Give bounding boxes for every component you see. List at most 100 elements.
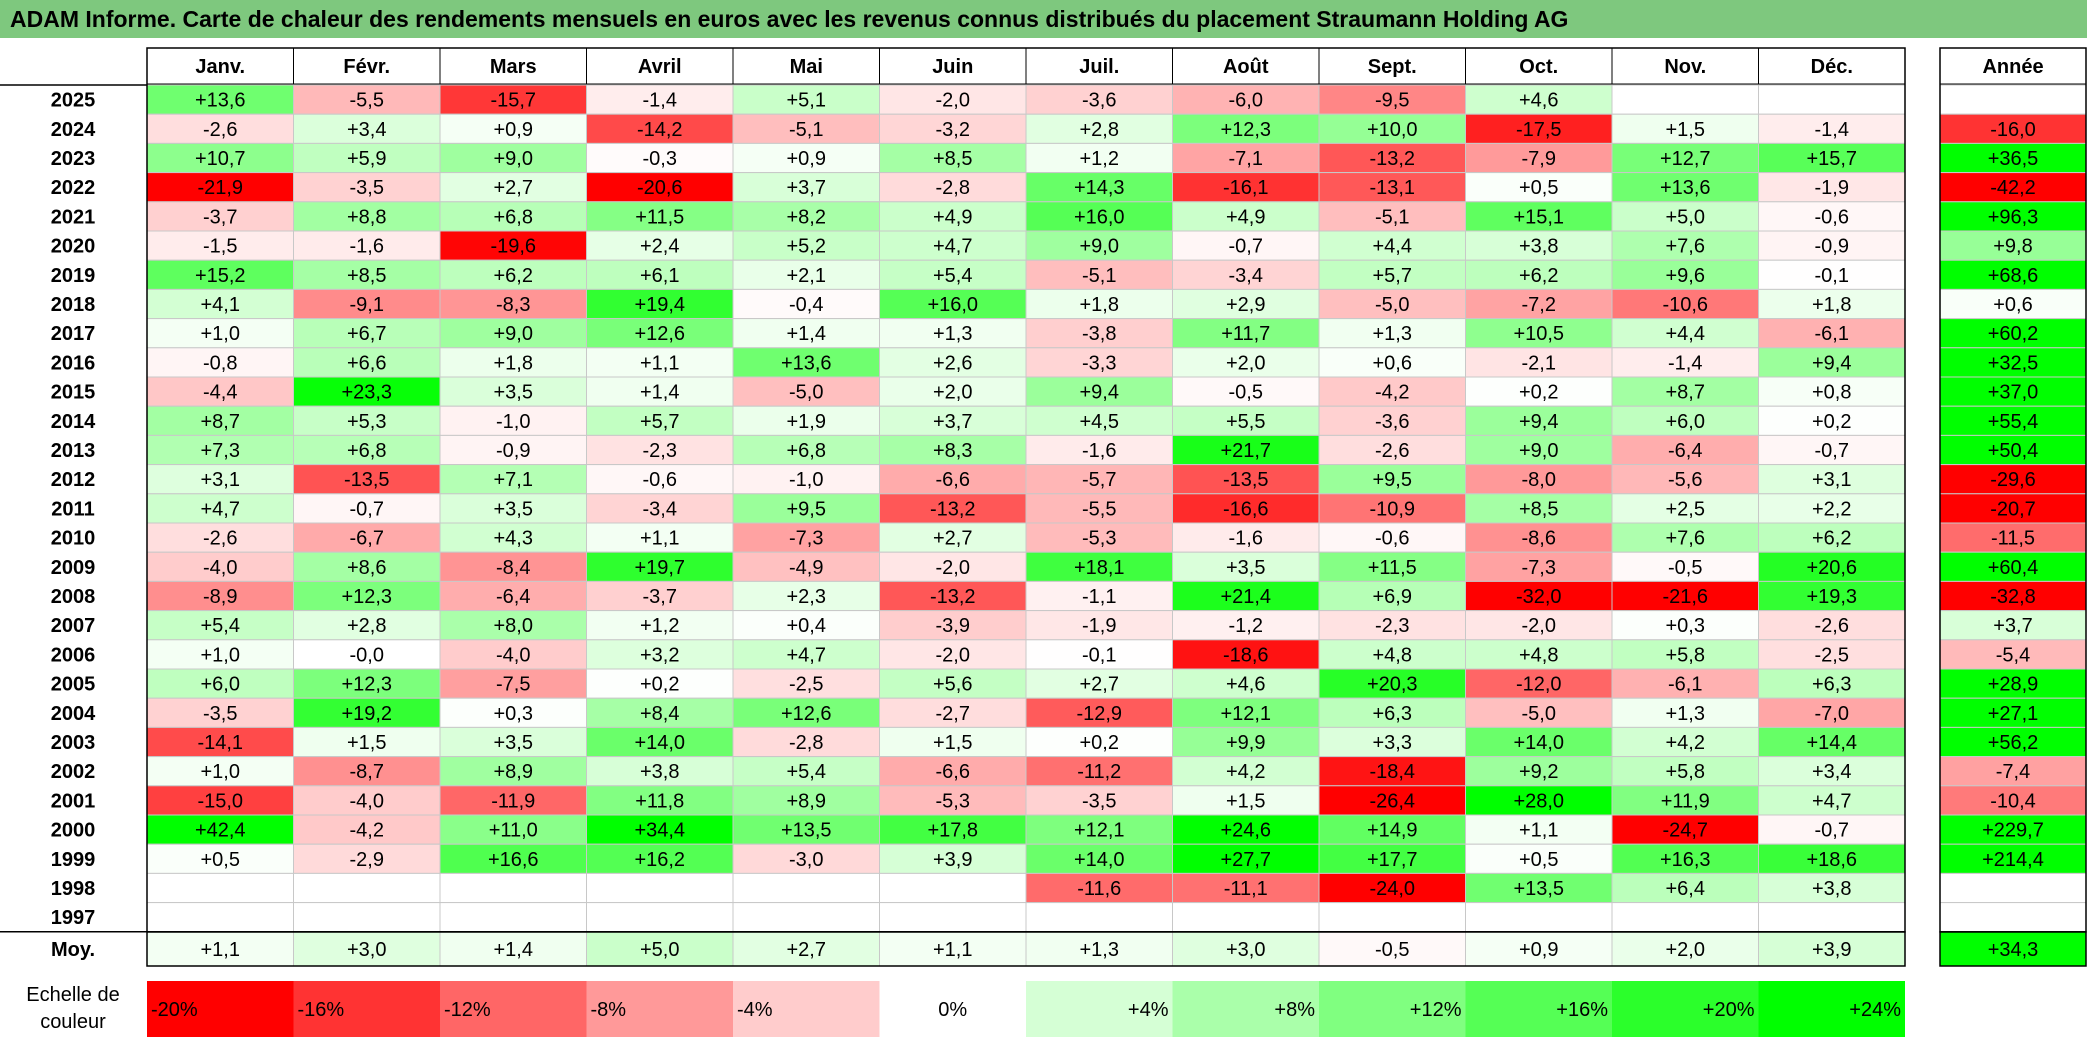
- cell-value: -11,6: [1077, 878, 1121, 900]
- heatmap-cell: [1318, 376, 1466, 407]
- cell-value: -19,6: [490, 236, 536, 258]
- cell-value: -7,1: [1229, 148, 1263, 170]
- cell-value: +14,3: [1074, 177, 1125, 199]
- annual-cell: [1939, 84, 2087, 115]
- cell-value: -3,9: [936, 615, 970, 637]
- cell-value: +2,3: [787, 586, 826, 608]
- heatmap-cell: [1172, 668, 1320, 699]
- cell-value: +0,3: [1666, 615, 1705, 637]
- annual-cell: [1939, 113, 2087, 144]
- cell-value: -2,1: [1522, 352, 1556, 374]
- heatmap-cell: [732, 493, 880, 524]
- heatmap-cell: [1172, 697, 1320, 728]
- heatmap-cell: [1611, 668, 1759, 699]
- annual-cell: [1939, 610, 2087, 641]
- cell-value: -3,5: [203, 703, 237, 725]
- heatmap-cell: [1172, 113, 1320, 144]
- cell-value: +0,3: [494, 703, 533, 725]
- annual-cell: [1939, 230, 2087, 261]
- heatmap-cell: [586, 142, 734, 174]
- cell-value: +9,0: [1519, 440, 1558, 462]
- cell-value: +13,6: [781, 352, 832, 374]
- heatmap-cell: [732, 785, 880, 816]
- heatmap-cell: [439, 172, 587, 203]
- cell-value: -1,6: [350, 236, 384, 258]
- heatmap-cell: [1172, 376, 1320, 407]
- heatmap-cell: [146, 902, 294, 933]
- row-year-label: 2017: [51, 323, 96, 345]
- cell-value: -5,3: [936, 790, 970, 812]
- average-value: +5,0: [640, 939, 679, 961]
- heatmap-cell: [1758, 84, 1906, 115]
- average-value: +3,9: [1812, 939, 1851, 961]
- scale-swatch: [1758, 981, 1905, 1037]
- cell-value: +3,9: [933, 849, 972, 871]
- heatmap-cell: [146, 288, 294, 320]
- cell-value: -13,1: [1369, 177, 1415, 199]
- row-year-label: 2011: [51, 498, 94, 520]
- heatmap-cell: [1025, 318, 1173, 349]
- cell-value: -4,4: [203, 382, 237, 404]
- cell-value: +4,7: [201, 498, 240, 520]
- cell-value: -0,5: [1229, 382, 1263, 404]
- cell-value: -13,2: [1369, 148, 1415, 170]
- cell-value: +12,3: [341, 674, 392, 696]
- cell-value: +2,0: [933, 382, 972, 404]
- cell-value: -24,0: [1369, 878, 1415, 900]
- heatmap-cell: [1758, 464, 1906, 495]
- cell-value: +2,5: [1666, 498, 1705, 520]
- heatmap-cell: [1172, 259, 1320, 290]
- month-header-cell: [1318, 47, 1466, 85]
- cell-value: +0,5: [1519, 177, 1558, 199]
- cell-value: -4,0: [350, 790, 384, 812]
- cell-value: +17,7: [1367, 849, 1418, 871]
- cell-value: +3,7: [933, 411, 972, 433]
- cell-value: +7,6: [1666, 236, 1705, 258]
- heatmap-cell: [732, 872, 880, 904]
- cell-value: +1,4: [640, 382, 679, 404]
- annual-value: +60,4: [1988, 557, 2039, 579]
- cell-value: +4,7: [933, 236, 972, 258]
- cell-value: +10,0: [1367, 119, 1418, 141]
- scale-stop-label: +12%: [1410, 999, 1462, 1021]
- average-value: +2,0: [1666, 939, 1705, 961]
- cell-value: +14,9: [1367, 820, 1418, 842]
- cell-value: -10,6: [1662, 294, 1708, 316]
- cell-value: -2,0: [936, 644, 970, 666]
- annual-value: -7,4: [1996, 761, 2030, 783]
- heatmap-cell: [439, 376, 587, 407]
- heatmap-cell: [1611, 142, 1759, 174]
- cell-value: +20,3: [1367, 674, 1418, 696]
- heatmap-cell: [879, 902, 1027, 933]
- row-year-label: 2005: [51, 674, 96, 696]
- heatmap-cell: [879, 726, 1027, 758]
- heatmap-cell: [1318, 142, 1466, 174]
- cell-value: -2,6: [1375, 440, 1409, 462]
- cell-value: -1,6: [1082, 440, 1116, 462]
- cell-value: +2,4: [640, 236, 679, 258]
- cell-value: +19,7: [634, 557, 685, 579]
- month-header-cell: [1611, 47, 1759, 85]
- average-cell: [1465, 931, 1613, 967]
- heatmap-cell: [1611, 726, 1759, 758]
- cell-value: -7,9: [1522, 148, 1556, 170]
- row-year-label: 2023: [51, 148, 96, 170]
- heatmap-cell: [1172, 464, 1320, 495]
- heatmap-cell: [732, 347, 880, 378]
- cell-value: +0,2: [1519, 382, 1558, 404]
- heatmap-cell: [1025, 785, 1173, 816]
- cell-value: +3,8: [1519, 236, 1558, 258]
- heatmap-cell: [146, 172, 294, 203]
- heatmap-cell: [439, 434, 587, 466]
- heatmap-cell: [1172, 902, 1320, 933]
- heatmap-cell: [293, 726, 441, 758]
- cell-value: -7,3: [789, 528, 823, 550]
- month-header-cell: [732, 47, 880, 85]
- scale-swatch: [733, 981, 880, 1037]
- cell-value: +8,6: [347, 557, 386, 579]
- heatmap-cell: [586, 872, 734, 904]
- heatmap-cell: [1758, 376, 1906, 407]
- heatmap-cell: [1465, 551, 1613, 582]
- month-header-cell: [1758, 47, 1906, 85]
- cell-value: +6,2: [1812, 528, 1851, 550]
